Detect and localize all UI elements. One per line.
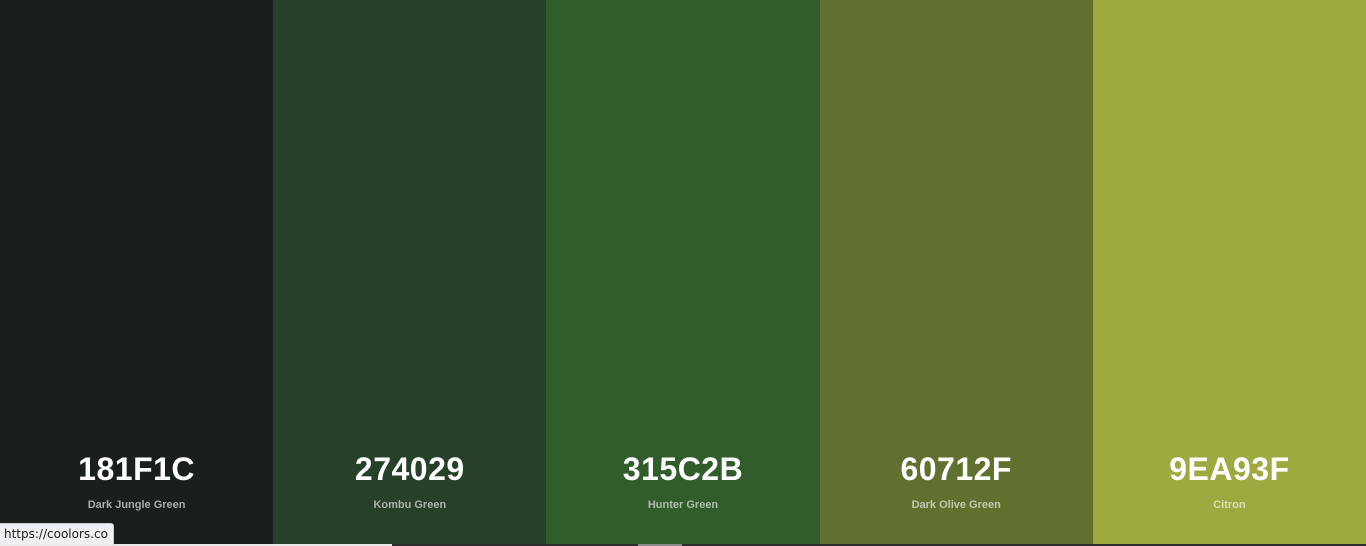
swatch-color-name: Kombu Green xyxy=(373,499,447,511)
browser-status-url-tooltip: https://coolors.co xyxy=(0,523,114,545)
page-bottom-scroll-indicator xyxy=(0,544,1366,546)
swatch-hex-code[interactable]: 274029 xyxy=(354,451,465,487)
color-swatch-3[interactable]: 315C2B Hunter Green xyxy=(546,0,820,544)
swatch-hex-code[interactable]: 181F1C xyxy=(78,451,196,487)
color-swatch-4[interactable]: 60712F Dark Olive Green xyxy=(819,0,1093,544)
scroll-indicator-segment xyxy=(638,544,682,546)
swatch-color-name: Dark Jungle Green xyxy=(87,499,186,511)
swatch-color-name: Citron xyxy=(1213,499,1246,511)
swatch-color-name: Hunter Green xyxy=(647,499,719,511)
swatch-color-name: Dark Olive Green xyxy=(911,499,1001,511)
scroll-indicator-segment xyxy=(0,544,392,546)
color-swatch-5[interactable]: 9EA93F Citron xyxy=(1092,0,1366,544)
swatch-hex-code[interactable]: 315C2B xyxy=(622,451,744,487)
color-swatch-2[interactable]: 274029 Kombu Green xyxy=(273,0,547,544)
swatch-hex-code[interactable]: 9EA93F xyxy=(1169,451,1290,487)
color-swatch-1[interactable]: 181F1C Dark Jungle Green xyxy=(0,0,274,544)
swatch-hex-code[interactable]: 60712F xyxy=(900,451,1012,487)
